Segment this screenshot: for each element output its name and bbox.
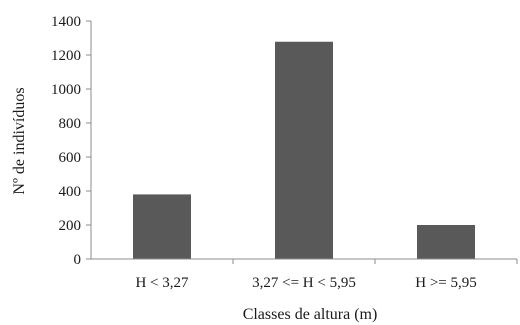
x-axis-tick-labels: H < 3,27 3,27 <= H < 5,95 H >= 5,95	[135, 259, 518, 291]
x-tick-label: 3,27 <= H < 5,95	[252, 275, 356, 291]
x-tick-label: H >= 5,95	[415, 275, 477, 291]
y-tick-label: 1200	[51, 48, 81, 64]
y-axis-title: Nº de indivíduos	[11, 87, 28, 194]
bar	[133, 194, 191, 259]
y-tick-label: 600	[59, 150, 82, 166]
y-tick-label: 1000	[51, 82, 81, 98]
bar	[417, 225, 475, 259]
bars	[133, 41, 475, 259]
y-axis-ticks: 0 200 400 600 800 1000 1200 1400	[51, 14, 91, 268]
y-tick-label: 800	[59, 116, 82, 132]
y-tick-label: 400	[59, 184, 82, 200]
y-tick-label: 200	[59, 218, 82, 234]
y-tick-label: 1400	[51, 14, 81, 30]
x-axis-title: Classes de altura (m)	[243, 306, 378, 323]
y-tick-label: 0	[74, 252, 82, 268]
x-tick-label: H < 3,27	[135, 275, 189, 291]
bar	[275, 41, 333, 259]
